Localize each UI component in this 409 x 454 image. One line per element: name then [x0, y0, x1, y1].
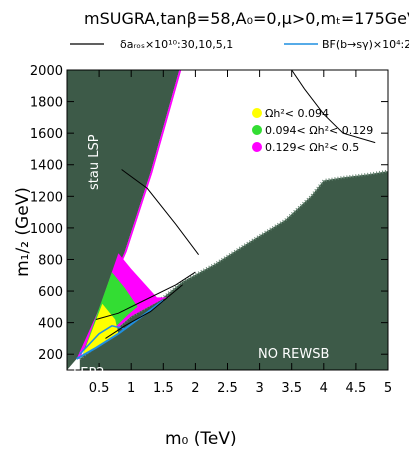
- no-rewsb-region: [79, 171, 389, 370]
- x-tick-label: 1.5: [153, 381, 174, 396]
- y-tick-label: 1200: [30, 190, 63, 205]
- y-tick-label: 1800: [30, 96, 63, 111]
- plot-area: 0.5 1 1.5 2 2.5 3 3.5 4 4.5 5 200 400 600 800 1000 1200…: [30, 64, 392, 396]
- x-tick-label: 0.5: [89, 381, 110, 396]
- y-tick-label: 800: [38, 253, 63, 268]
- x-tick-label: 3.5: [281, 381, 302, 396]
- x-axis-label: m₀ (TeV): [165, 429, 237, 449]
- x-tick-label: 4.5: [346, 381, 367, 396]
- bf-contour-2: [76, 299, 164, 360]
- omega-legend-marker: [252, 108, 262, 118]
- x-tick-label: 1: [127, 381, 135, 396]
- y-tick-label: 1000: [30, 222, 63, 237]
- omega-legend-label: Ωh²< 0.094: [265, 107, 329, 120]
- y-tick-label: 2000: [30, 64, 63, 79]
- no-rewsb-label: NO REWSB: [258, 347, 329, 362]
- y-tick-label: 200: [38, 348, 63, 363]
- omega-legend-label: 0.129< Ωh²< 0.5: [265, 141, 359, 154]
- y-axis-label: m₁/₂ (GeV): [13, 187, 33, 277]
- legend-label-delta-a: δaᵣₒₛ×10¹⁰:30,10,5,1: [120, 38, 233, 51]
- y-tick-label: 600: [38, 285, 63, 300]
- delta-a-contour-2: [291, 69, 376, 144]
- stau-lsp-label: stau LSP: [87, 134, 102, 190]
- x-tick-label: 4: [320, 381, 328, 396]
- y-tick-label: 1600: [30, 127, 63, 142]
- x-tick-label: 2: [191, 381, 199, 396]
- stau-lsp-region: [67, 70, 180, 370]
- omega-legend-marker: [252, 142, 262, 152]
- y-tick-label: 400: [38, 317, 63, 332]
- delta-a-contour-3: [95, 271, 196, 320]
- chart-title: mSUGRA,tanβ=58,A₀=0,μ>0,mₜ=175GeV: [84, 9, 409, 28]
- delta-a-contour-1: [121, 169, 200, 255]
- legend-label-bf: BF(b→sγ)×10⁴:2,3: [322, 38, 409, 51]
- lep2-label: LEP2: [73, 366, 105, 381]
- omega-legend-marker: [252, 125, 262, 135]
- bf-contour-3: [79, 324, 125, 355]
- x-tick-label: 5: [384, 381, 392, 396]
- y-tick-label: 1400: [30, 159, 63, 174]
- x-tick-label: 2.5: [217, 381, 238, 396]
- delta-a-contour-4: [105, 284, 183, 339]
- x-tick-label: 3: [255, 381, 263, 396]
- omega-legend-label: 0.094< Ωh²< 0.129: [265, 124, 373, 137]
